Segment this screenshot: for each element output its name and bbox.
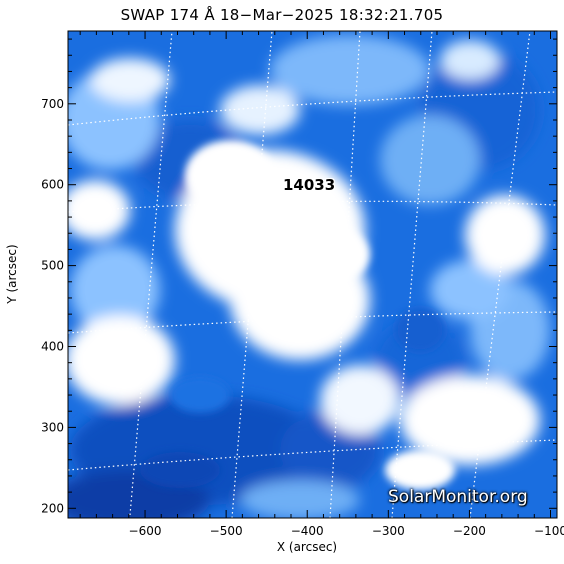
y-tick-label: 500 [41, 259, 64, 273]
x-tick-label: −200 [453, 524, 486, 538]
x-tick-label: −500 [210, 524, 243, 538]
y-tick-label: 700 [41, 97, 64, 111]
y-tick-label: 400 [41, 339, 64, 353]
plot-title: SWAP 174 Å 18−Mar−2025 18:32:21.705 [120, 6, 444, 24]
x-tick-label: −100 [534, 524, 564, 538]
x-tick-label: −300 [372, 524, 405, 538]
y-tick-label: 200 [41, 501, 64, 515]
x-tick-label: −400 [291, 524, 324, 538]
y-axis-label: Y (arcsec) [5, 244, 19, 304]
watermark: SolarMonitor.org [388, 487, 528, 507]
active-region-label: 14033 [283, 176, 336, 194]
euv-image [68, 31, 557, 518]
x-axis-label: X (arcsec) [276, 540, 338, 554]
y-tick-label: 600 [41, 178, 64, 192]
plot-frame [67, 30, 558, 519]
axis-ticks: −600 −500 −400 −300 −200 −100 200 300 400 500 600 7… [41, 31, 564, 538]
x-tick-label: −600 [129, 524, 162, 538]
heliographic-grid [68, 31, 557, 518]
y-tick-label: 300 [41, 420, 64, 434]
